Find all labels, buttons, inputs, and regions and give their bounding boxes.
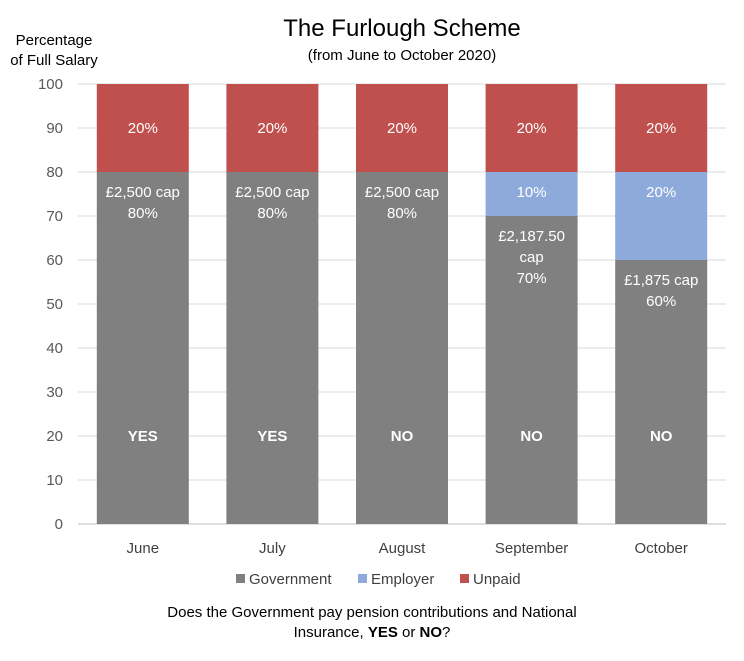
data-label: 20% <box>128 120 158 137</box>
y-axis-label-line2: of Full Salary <box>10 52 98 69</box>
data-label: 20% <box>517 120 547 137</box>
data-label: 20% <box>257 120 287 137</box>
pension-ni-label: YES <box>128 428 158 445</box>
footnote-suffix: ? <box>442 624 451 641</box>
x-tick-label: September <box>495 540 568 557</box>
bar-segment-unpaid <box>356 84 448 172</box>
y-tick-label: 30 <box>46 384 63 401</box>
y-tick-label: 60 <box>46 252 63 269</box>
data-label: 10% <box>517 184 547 201</box>
pension-ni-label: NO <box>650 428 673 445</box>
bar-segment-employer <box>615 172 708 260</box>
y-tick-label: 20 <box>46 428 63 445</box>
bar-segment-employer <box>485 172 578 216</box>
bar-segment-unpaid <box>226 84 319 172</box>
data-label: £2,500 cap <box>106 184 180 201</box>
footnote-line2: Insurance, YES or NO? <box>0 623 744 643</box>
bar-segment-government <box>485 216 578 524</box>
data-label: £2,500 cap <box>365 184 439 201</box>
y-tick-label: 70 <box>46 208 63 225</box>
footnote: Does the Government pay pension contribu… <box>0 603 744 643</box>
y-tick-label: 90 <box>46 120 63 137</box>
data-label: 80% <box>257 205 287 222</box>
bar-segment-government <box>226 172 319 524</box>
data-label: 70% <box>517 270 547 287</box>
bar-segment-unpaid <box>485 84 578 172</box>
data-label: £2,500 cap <box>235 184 309 201</box>
data-label: 80% <box>128 205 158 222</box>
bar-segment-government <box>96 172 189 524</box>
data-label: 20% <box>646 120 676 137</box>
y-tick-label: 40 <box>46 340 63 357</box>
x-tick-label: July <box>259 540 286 557</box>
pension-ni-label: NO <box>391 428 414 445</box>
legend-swatch <box>236 574 245 583</box>
y-axis-ticks: 0 10 20 30 40 50 60 70 80 90 100 <box>38 76 63 533</box>
bar-segment-government <box>615 260 708 524</box>
legend-label: Employer <box>371 571 434 588</box>
bar-segment-unpaid <box>96 84 189 172</box>
furlough-chart: The Furlough Scheme (from June to Octobe… <box>10 15 726 588</box>
data-label: £1,875 cap <box>624 272 698 289</box>
y-tick-label: 100 <box>38 76 63 93</box>
footnote-prefix: Insurance, <box>293 624 368 641</box>
x-tick-label: August <box>379 540 427 557</box>
legend-label: Government <box>249 571 332 588</box>
data-label: cap <box>520 249 544 266</box>
y-tick-label: 80 <box>46 164 63 181</box>
footnote-line1: Does the Government pay pension contribu… <box>167 604 577 621</box>
y-tick-label: 0 <box>55 516 63 533</box>
y-tick-label: 50 <box>46 296 63 313</box>
data-label: 20% <box>387 120 417 137</box>
x-tick-label: October <box>635 540 688 557</box>
y-axis-label-line1: Percentage <box>16 32 93 49</box>
data-label: 60% <box>646 293 676 310</box>
legend-swatch <box>358 574 367 583</box>
data-label: 80% <box>387 205 417 222</box>
footnote-yes: YES <box>367 624 398 641</box>
bars: £2,500 cap 80% 20% YES £2,500 cap 80% 20% YES £2… <box>96 84 708 524</box>
pension-ni-label: NO <box>520 428 543 445</box>
chart-title: The Furlough Scheme <box>283 15 520 42</box>
pension-ni-label: YES <box>257 428 287 445</box>
legend-swatch <box>460 574 469 583</box>
footnote-no: NO <box>419 624 443 641</box>
data-label: 20% <box>646 184 676 201</box>
bar-segment-government <box>356 172 448 524</box>
y-tick-label: 10 <box>46 472 63 489</box>
data-label: £2,187.50 <box>498 228 565 245</box>
chart-subtitle: (from June to October 2020) <box>308 47 496 64</box>
x-axis-ticks: June July August September October <box>127 540 688 557</box>
legend-label: Unpaid <box>473 571 521 588</box>
x-tick-label: June <box>127 540 160 557</box>
footnote-or: or <box>397 624 420 641</box>
bar-segment-unpaid <box>615 84 708 172</box>
legend: Government Employer Unpaid <box>236 571 521 588</box>
